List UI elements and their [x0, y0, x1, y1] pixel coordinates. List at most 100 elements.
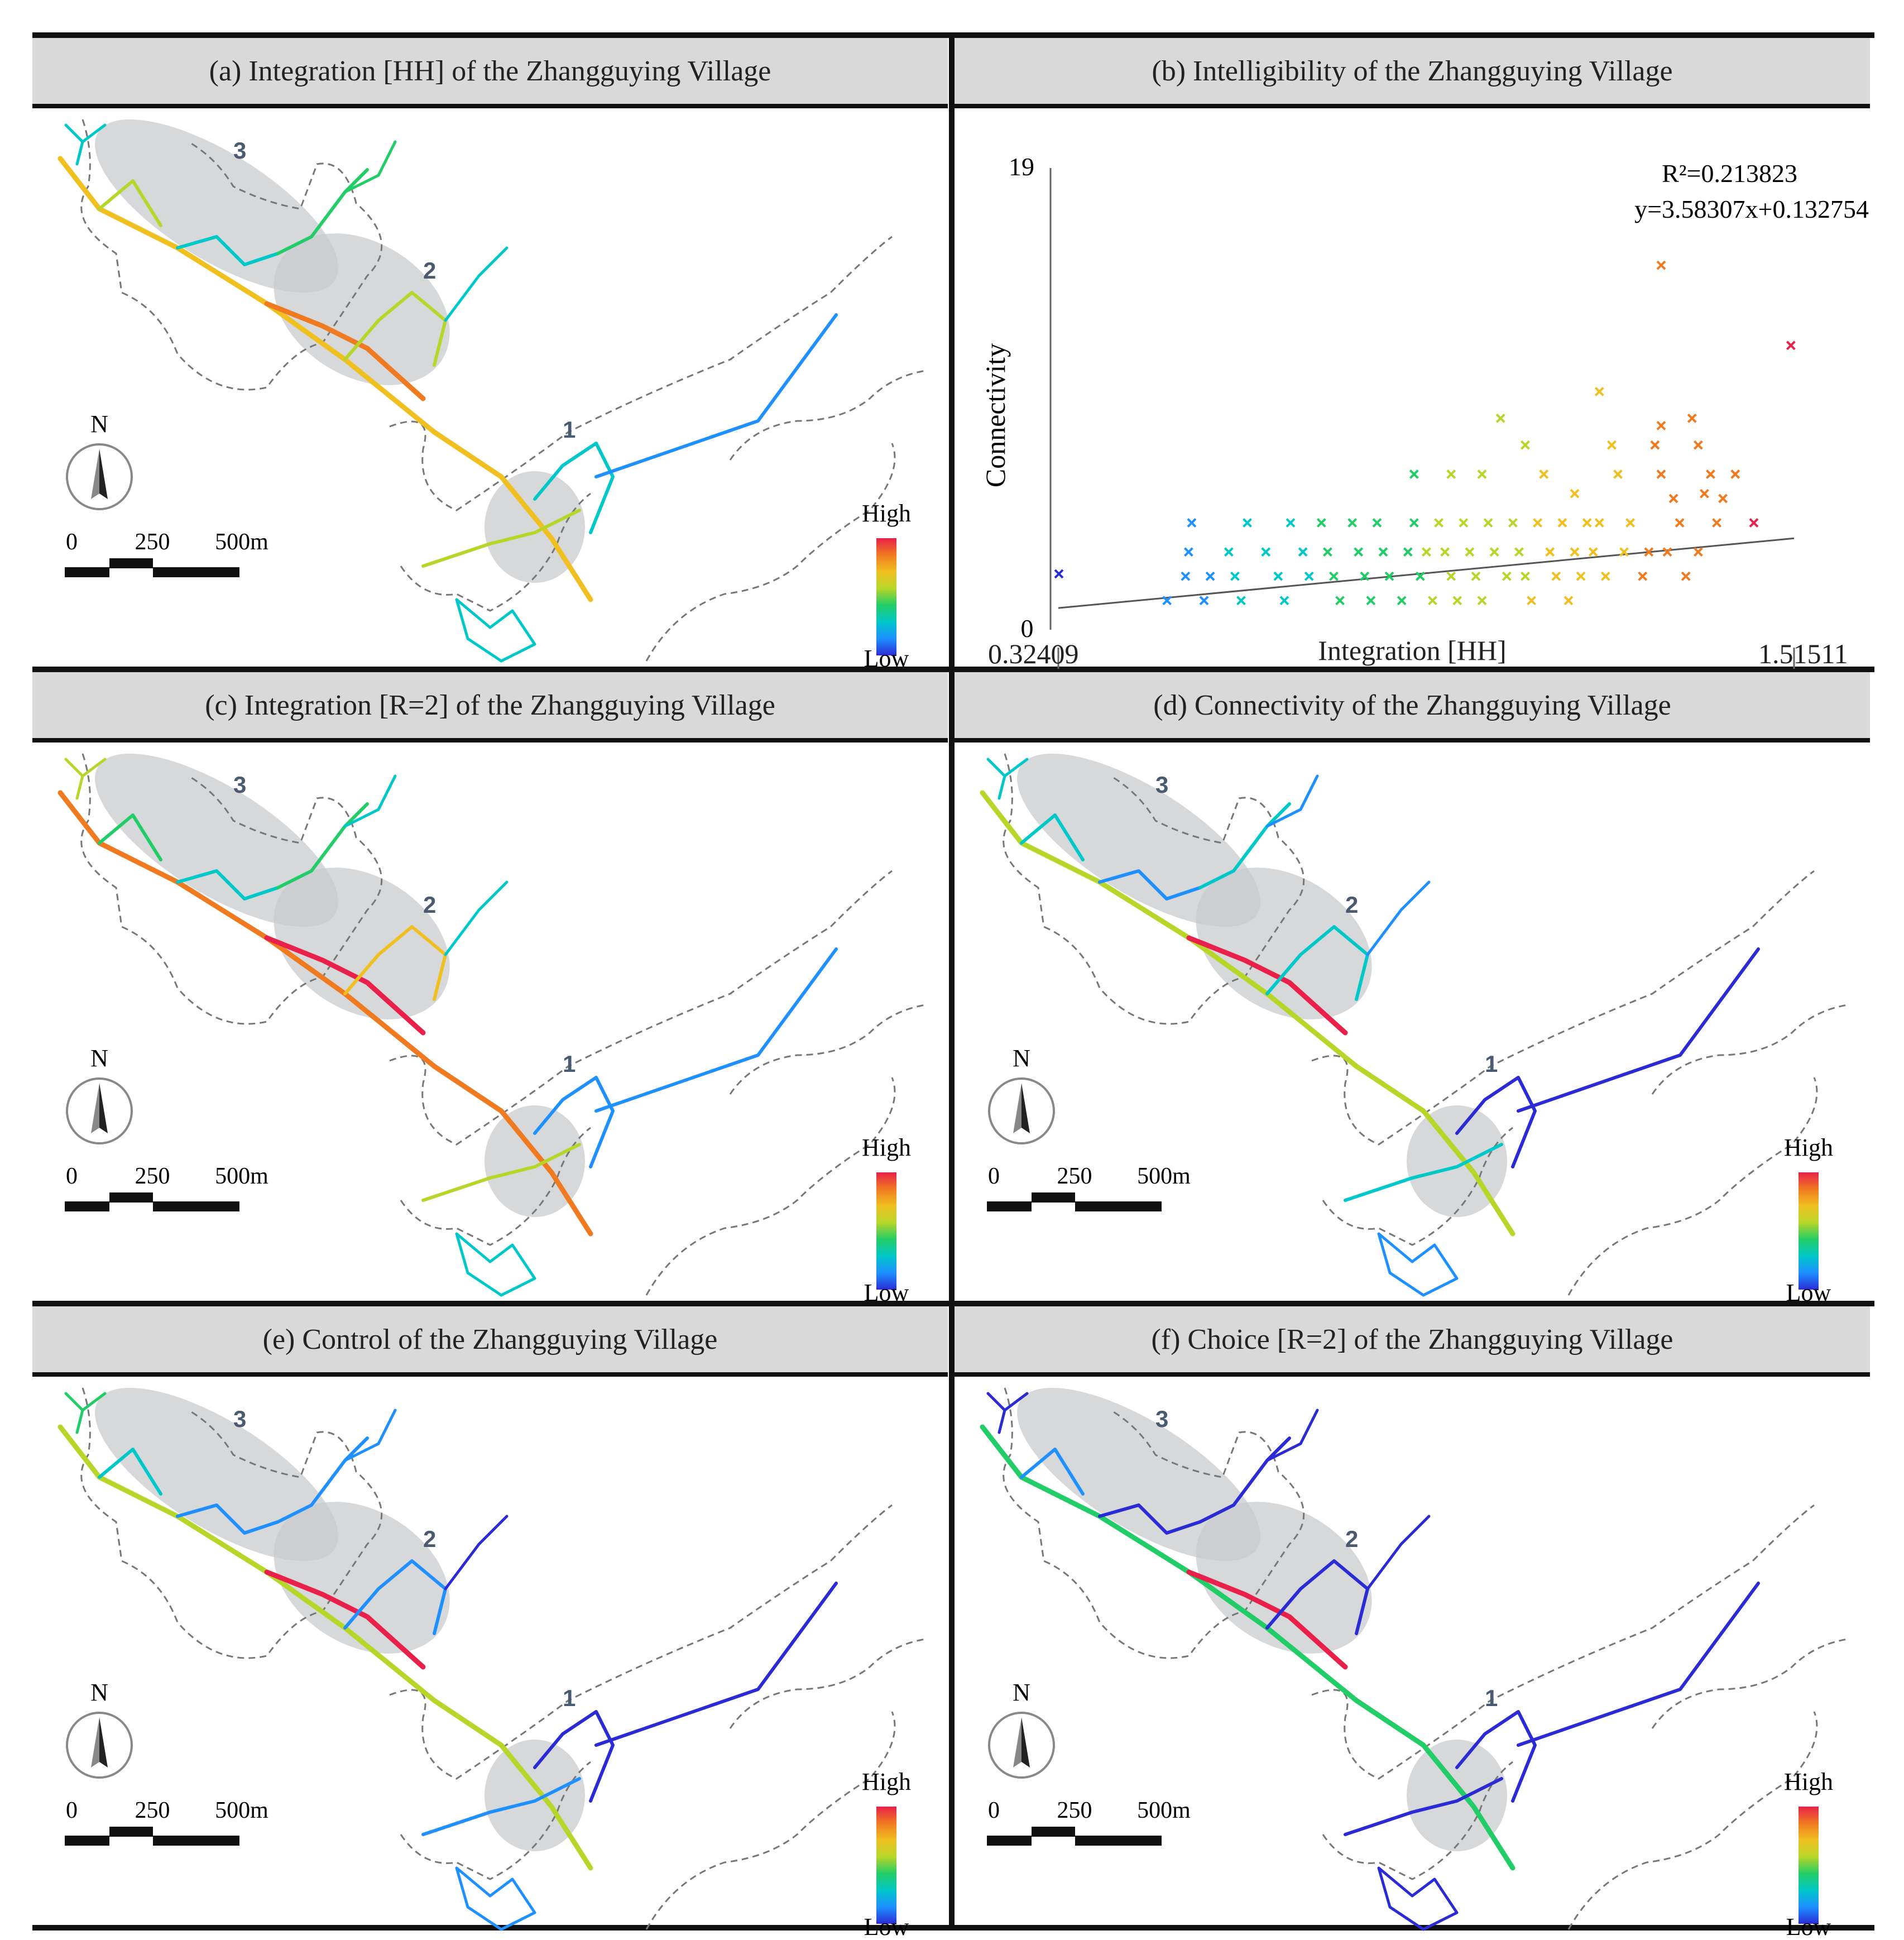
- road-segment: [594, 1582, 838, 1747]
- scatter-point: [1502, 571, 1512, 581]
- legend-low-label: Low: [1786, 1913, 1831, 1937]
- scatter-point: [1409, 518, 1419, 528]
- zone-2-label: 2: [423, 257, 436, 284]
- scale-label: 0: [988, 1798, 1000, 1823]
- north-arrow-needle-shade: [1013, 1717, 1021, 1767]
- scale-label: 250: [1057, 1798, 1092, 1823]
- hill-contour-east: [1567, 1077, 1818, 1296]
- road-segment: [98, 179, 162, 227]
- scatter-point: [1594, 387, 1604, 396]
- road-segment: [1198, 1436, 1291, 1524]
- road-segment: [1265, 1559, 1369, 1635]
- village-boundary-south: [400, 1761, 591, 1880]
- road-segment: [1517, 947, 1760, 1113]
- zone-3-label: 3: [233, 772, 246, 798]
- scatter-point: [1668, 494, 1678, 504]
- scatter-point: [1440, 547, 1450, 557]
- north-label: N: [90, 410, 108, 438]
- scatter-point: [1261, 547, 1271, 557]
- scatter-point: [1360, 571, 1370, 581]
- zone-3-area: [1017, 753, 1260, 927]
- panel-b-title: (b) Intelligibility of the Zhangguying V…: [955, 38, 1870, 108]
- scatter-point: [1644, 547, 1654, 557]
- scatter-point: [1054, 569, 1064, 579]
- scatter-point: [1489, 547, 1499, 557]
- panel-f: (f) Choice [R=2] of the Zhangguying Vill…: [955, 1306, 1870, 1940]
- road-segment: [64, 1392, 107, 1434]
- scatter-point: [1706, 470, 1715, 479]
- road-segment: [1098, 869, 1202, 900]
- north-arrow-needle: [99, 1083, 108, 1133]
- scale-label: 0: [988, 1163, 1000, 1189]
- y-tick-min: 0: [1021, 614, 1034, 643]
- road-segment: [176, 869, 280, 900]
- north-label: N: [90, 1045, 108, 1072]
- road-segment: [276, 802, 369, 889]
- road-segment: [1198, 802, 1291, 889]
- map-svg: 3 2 1 N 0 250 500m High Low: [980, 753, 1848, 1306]
- legend-high-label: High: [862, 1134, 911, 1161]
- legend-color-ramp: [876, 1807, 896, 1924]
- column-divider: [949, 32, 955, 1925]
- y-axis-label: Connectivity: [980, 343, 1011, 487]
- north-arrow-needle: [99, 1717, 108, 1767]
- x-tick-min: 0.32409: [988, 638, 1079, 669]
- scatter-point: [1434, 518, 1443, 528]
- scatter-point: [1607, 440, 1617, 450]
- road-segment: [1344, 1777, 1503, 1836]
- scatter-point: [1354, 547, 1364, 557]
- scatter-point: [1273, 571, 1283, 581]
- scatter-point: [1422, 547, 1431, 557]
- road-segment: [444, 1515, 509, 1591]
- hill-contour-northeast: [729, 1638, 926, 1729]
- road-segment: [1098, 1503, 1202, 1535]
- hill-contour-east: [645, 1077, 896, 1296]
- legend-high-label: High: [862, 500, 911, 527]
- scatter-point: [1656, 470, 1666, 479]
- scale-bar-segment: [65, 1201, 109, 1211]
- scatter-point: [1304, 571, 1314, 581]
- scale-label: 250: [135, 529, 170, 555]
- scatter-point: [1576, 571, 1586, 581]
- hill-contour-northeast: [1651, 1638, 1848, 1729]
- scale-bar-segment: [153, 1836, 239, 1846]
- scatter-point: [1477, 470, 1487, 479]
- road-segment: [176, 235, 280, 266]
- scatter-point: [1557, 518, 1567, 528]
- scatter-point: [1329, 571, 1339, 581]
- road-segment: [1265, 774, 1319, 828]
- panel-b: (b) Intelligibility of the Zhangguying V…: [955, 38, 1870, 669]
- panel-c: (c) Integration [R=2] of the Zhangguying…: [32, 672, 948, 1306]
- scatter-point: [1533, 518, 1543, 528]
- map-svg: 3 2 1 N 0 250 500m High Low: [57, 753, 926, 1306]
- panel-a-title: (a) Integration [HH] of the Zhangguying …: [32, 38, 948, 108]
- legend-color-ramp: [876, 1172, 896, 1290]
- village-boundary-north: [389, 236, 893, 511]
- scatter-point: [1687, 413, 1697, 423]
- panel-e: (e) Control of the Zhangguying Village 3…: [32, 1306, 948, 1940]
- north-arrow-needle-shade: [91, 1717, 99, 1767]
- road-segment: [533, 1076, 615, 1168]
- road-segment: [264, 301, 426, 401]
- x-tick-max: 1.51511: [1758, 638, 1848, 669]
- scale-label: 0: [66, 1163, 78, 1189]
- scatter-point: [1446, 571, 1456, 581]
- zone-2-label: 2: [1345, 1526, 1358, 1552]
- scatter-point: [1446, 470, 1456, 479]
- scatter-point: [1483, 518, 1493, 528]
- road-segment: [1366, 1515, 1431, 1591]
- road-segment: [276, 168, 369, 255]
- zone-1-label: 1: [1485, 1051, 1498, 1077]
- scatter-point: [1452, 596, 1462, 606]
- scatter-point: [1205, 571, 1215, 581]
- road-segment: [444, 246, 509, 322]
- scatter-point: [1786, 341, 1796, 351]
- road-segment: [1377, 1232, 1459, 1297]
- north-arrow-needle-shade: [91, 1083, 99, 1133]
- scatter-point: [1570, 547, 1580, 557]
- scatter-point: [1594, 518, 1604, 528]
- road-segment: [343, 291, 447, 367]
- scatter-point: [1551, 571, 1561, 581]
- legend-color-ramp: [876, 538, 896, 655]
- zone-2-area: [1196, 868, 1372, 1019]
